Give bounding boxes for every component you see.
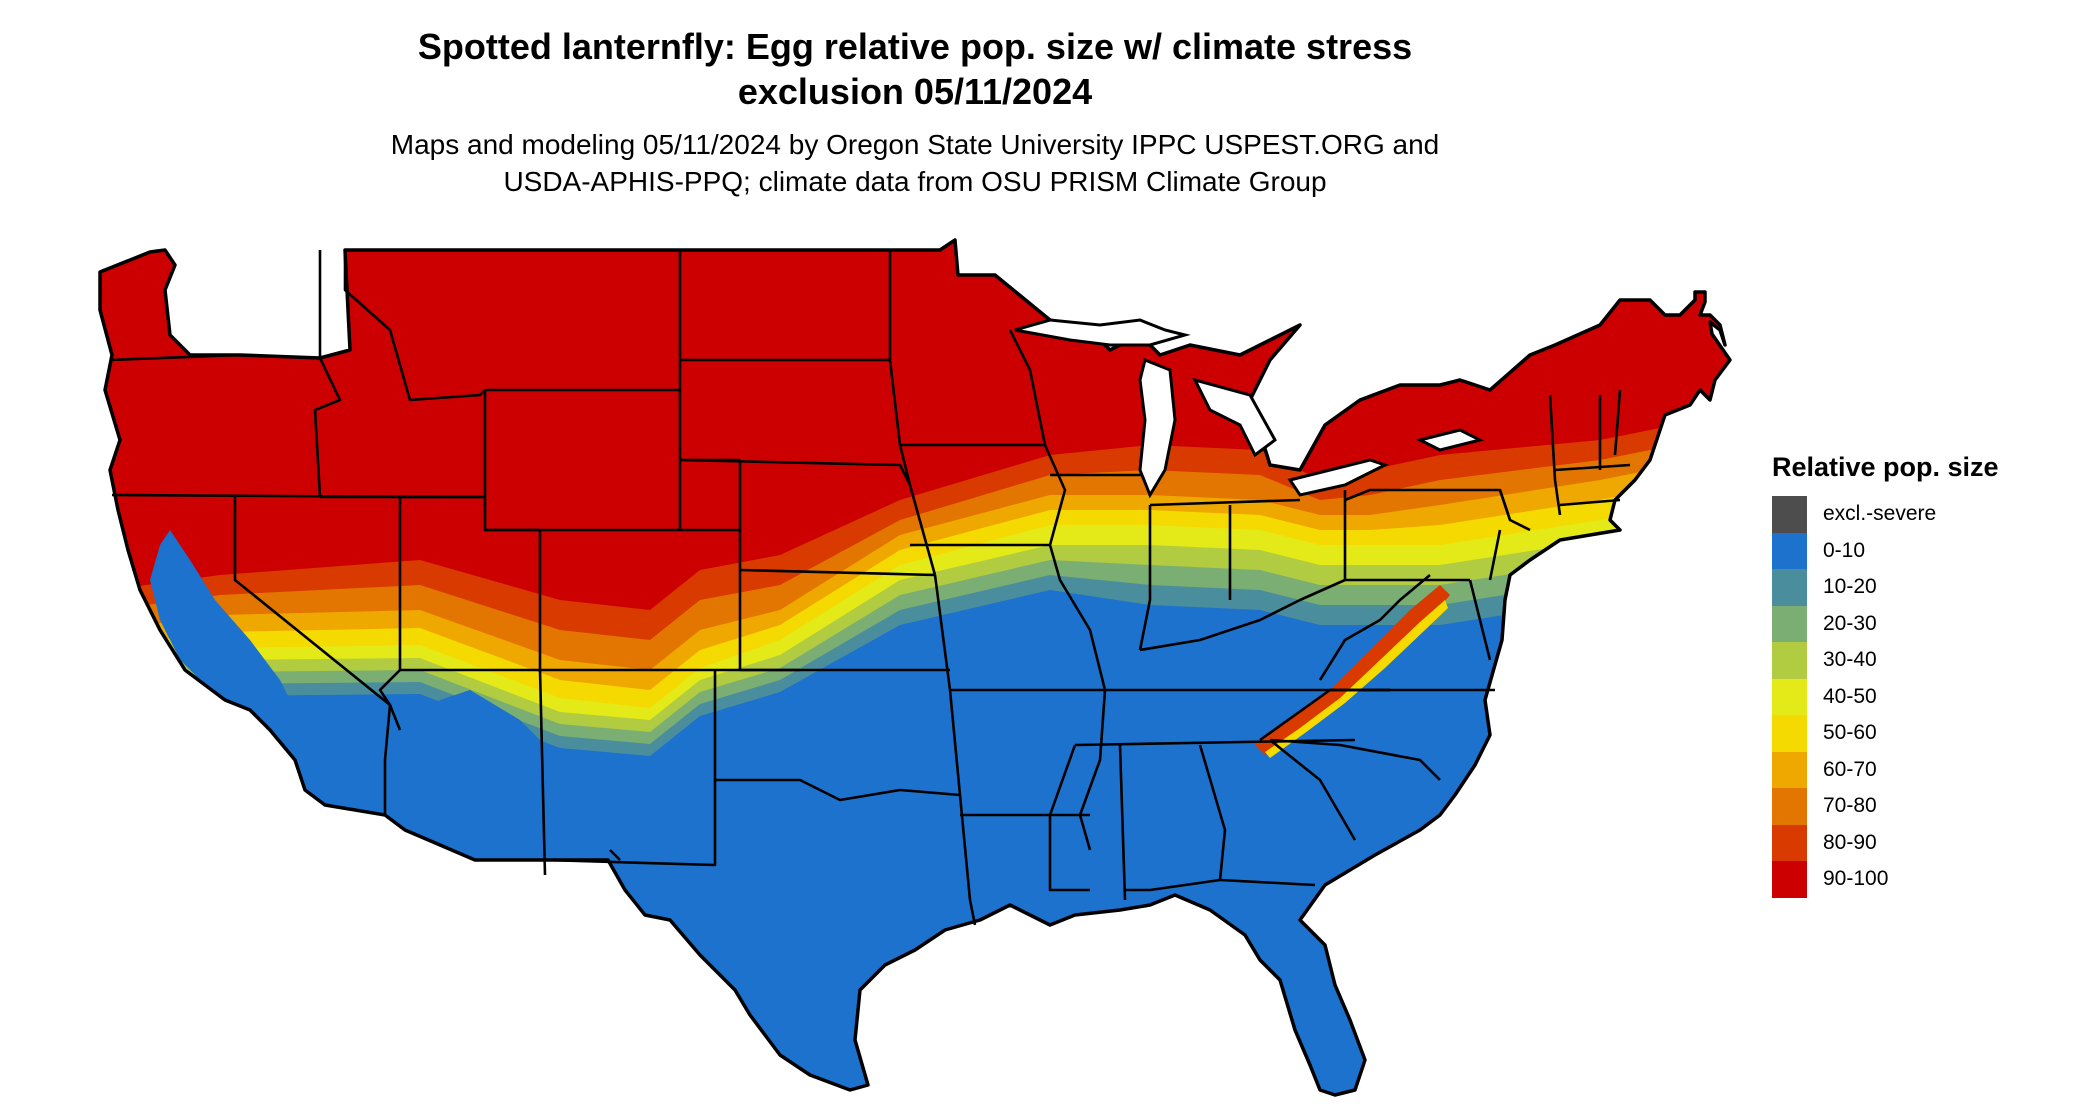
zone-0-10-california (150, 530, 380, 810)
border-mn-wi (1008, 329, 1047, 446)
border-or-id (313, 357, 342, 498)
legend-item: 70-80 (1772, 788, 1999, 825)
lake-ontario (1415, 428, 1485, 452)
legend-item: 10-20 (1772, 569, 1999, 606)
legend-item: 0-10 (1772, 532, 1999, 569)
border-ia-il-mississippi (1043, 444, 1107, 851)
border-ny-vt-ma-ct (1548, 394, 1562, 516)
legend-swatch (1772, 642, 1807, 679)
legend-label: excl.-severe (1823, 502, 1937, 526)
legend-label: 30-40 (1823, 648, 1877, 672)
legend-title: Relative pop. size (1772, 452, 1999, 482)
border-ma-north (1554, 463, 1631, 472)
border-ny-nj (1498, 489, 1531, 532)
legend-swatch (1772, 496, 1807, 533)
legend-swatch (1772, 824, 1807, 861)
legend-label: 0-10 (1823, 538, 1866, 562)
zone-80-90-appalachian-band (1255, 585, 1450, 755)
great-lakes (1014, 318, 1485, 499)
legend-items: excl.-severe 0-10 10-20 20-30 30-40 40-50 50-6… (1772, 496, 1999, 898)
map-title: Spotted lanternfly: Egg relative pop. si… (300, 24, 1530, 114)
legend-item: excl.-severe (1772, 496, 1999, 533)
map-subtitle-line2: USDA-APHIS-PPQ; climate data from OSU PR… (503, 166, 1327, 197)
zone-0-10-southwest (370, 690, 720, 870)
border-ct-ri-ma (1559, 498, 1621, 507)
border-nc-sc (1269, 738, 1441, 781)
border-pa-nj (1488, 529, 1502, 581)
legend-label: 90-100 (1823, 867, 1889, 891)
legend-swatch (1772, 715, 1807, 752)
border-ms-al (1118, 744, 1127, 901)
border-wa-or (109, 353, 321, 362)
border-mi-in-oh (1149, 498, 1301, 507)
border-ky-oh-in (1139, 578, 1346, 652)
map-title-line1: Spotted lanternfly: Egg relative pop. si… (417, 26, 1413, 67)
legend-item: 60-70 (1772, 751, 1999, 788)
map-subtitle-line1: Maps and modeling 05/11/2024 by Oregon S… (390, 129, 1440, 160)
border-al-fl (1125, 878, 1316, 892)
legend-item: 40-50 (1772, 678, 1999, 715)
border-nm-tx (544, 670, 717, 867)
border-nh-me (1613, 389, 1622, 456)
legend: Relative pop. size excl.-severe 0-10 10-20… (1772, 450, 1999, 898)
legend-item: 80-90 (1772, 824, 1999, 861)
border-az-nm (538, 669, 547, 876)
legend-swatch (1772, 788, 1807, 825)
zone-50-60-appalachian-band (1265, 600, 1448, 758)
border-ks-mo (933, 574, 952, 691)
state-borders (109, 250, 1631, 926)
legend-label: 40-50 (1823, 684, 1877, 708)
border-ca-az (383, 704, 392, 815)
lake-michigan (1138, 357, 1177, 499)
border-ga-sc (1269, 738, 1357, 841)
legend-item: 90-100 (1772, 861, 1999, 898)
legend-swatch (1772, 605, 1807, 642)
border-tx-la (958, 794, 977, 926)
border-md-va-de (1468, 579, 1492, 661)
border-va-ky-wv (1318, 574, 1431, 681)
legend-item: 50-60 (1772, 715, 1999, 752)
border-id-mt (343, 250, 486, 402)
border-sd-ne (679, 458, 912, 486)
legend-label: 20-30 (1823, 611, 1877, 635)
border-il-in (1138, 505, 1152, 651)
us-outline (98, 238, 1732, 1097)
legend-swatch (1772, 751, 1807, 788)
legend-swatch (1772, 569, 1807, 606)
map-subtitle: Maps and modeling 05/11/2024 by Oregon S… (300, 126, 1530, 200)
border-ne-ia-mo (908, 484, 937, 576)
legend-label: 50-60 (1823, 721, 1877, 745)
lake-huron (1192, 377, 1277, 458)
border-ok-tx (609, 778, 961, 861)
legend-label: 10-20 (1823, 575, 1877, 599)
legend-label: 80-90 (1823, 830, 1877, 854)
border-tn-ms-al-ga (1074, 738, 1356, 747)
border-la-ms (1048, 744, 1090, 892)
legend-label: 70-80 (1823, 794, 1877, 818)
legend-swatch (1772, 678, 1807, 715)
lake-superior (1014, 318, 1191, 347)
border-ok-ar (948, 689, 962, 796)
lake-erie (1287, 458, 1389, 497)
border-nv-az (378, 669, 401, 706)
map-title-line2: exclusion 05/11/2024 (737, 71, 1093, 112)
border-ca-nv (233, 497, 402, 731)
legend-swatch (1772, 861, 1807, 898)
legend-item: 30-40 (1772, 642, 1999, 679)
border-ne-ks (739, 568, 936, 577)
model-raster (100, 240, 1730, 1095)
border-al-ga (1198, 744, 1227, 881)
legend-item: 20-30 (1772, 605, 1999, 642)
legend-swatch (1772, 532, 1807, 569)
legend-label: 60-70 (1823, 757, 1877, 781)
